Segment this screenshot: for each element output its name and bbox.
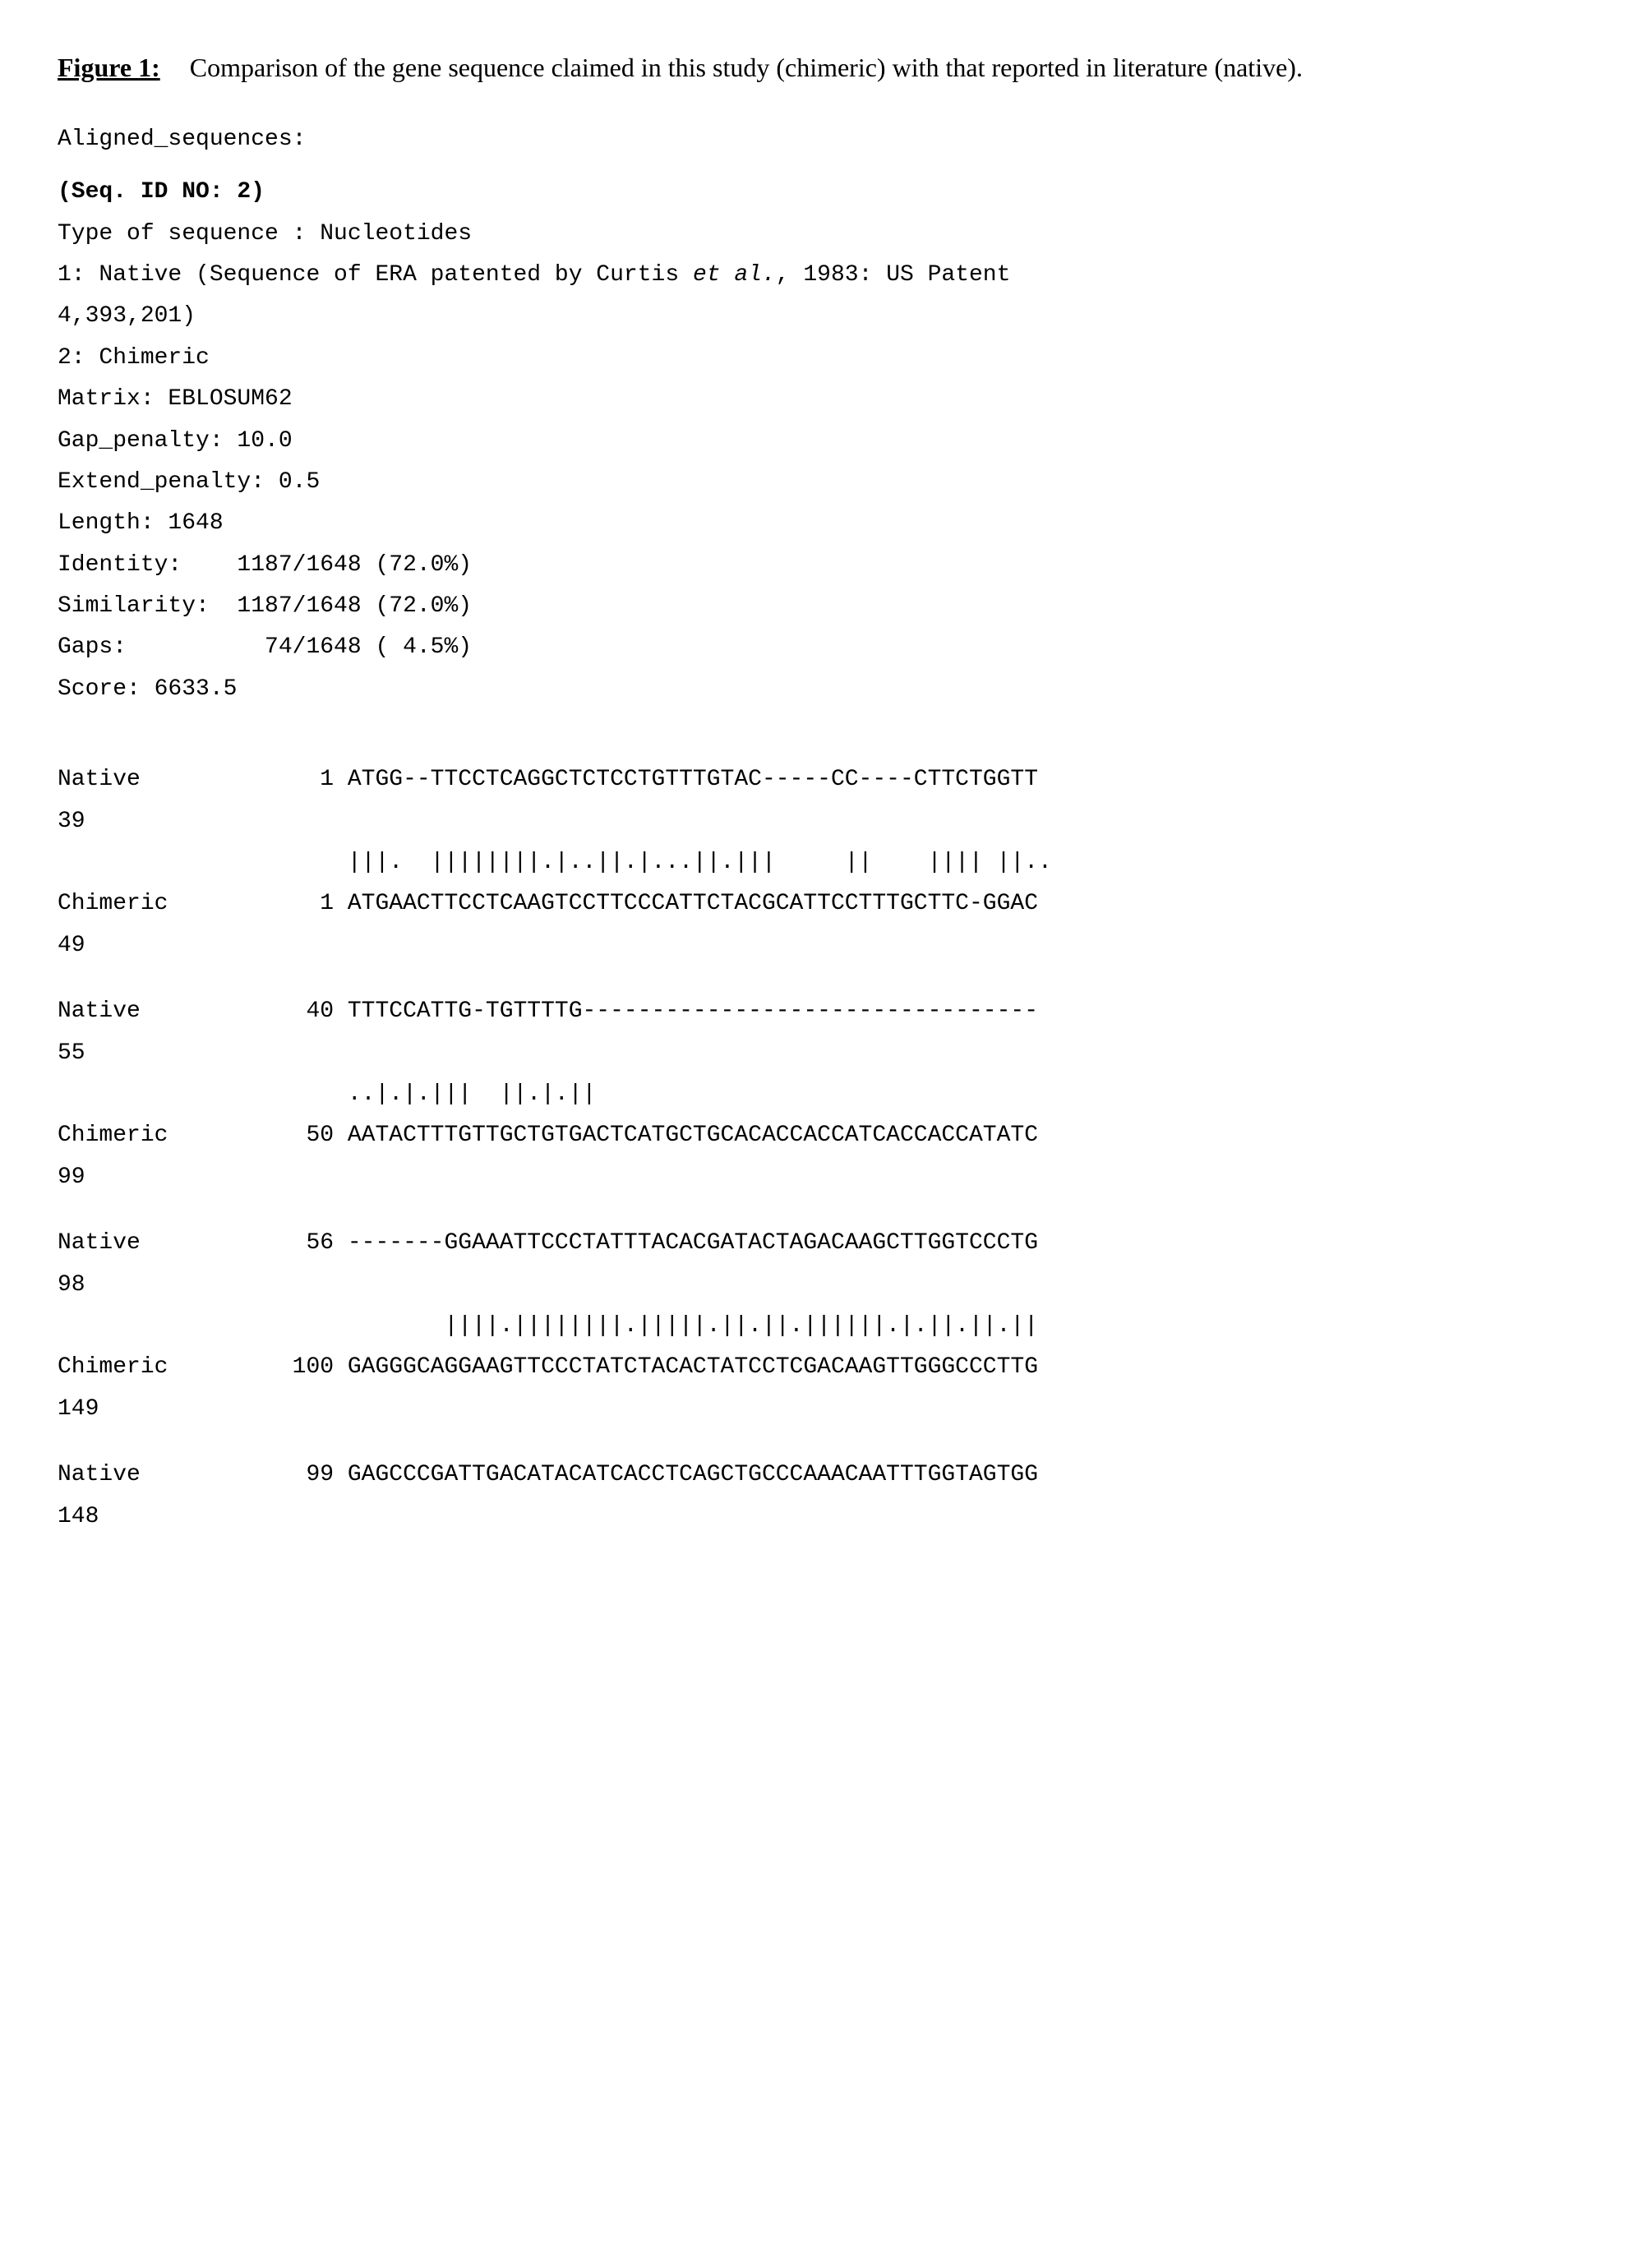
alignment-block: Native 1 ATGG--TTCCTCAGGCTCTCCTGTTTGTAC-… <box>58 735 1594 1538</box>
seq-id: (Seq. ID NO: 2) <box>58 172 1594 213</box>
align-native-row: Native 1 ATGG--TTCCTCAGGCTCTCCTGTTTGTAC-… <box>58 759 1594 800</box>
align-chimeric-row: Chimeric 1 ATGAACTTCCTCAAGTCCTTCCCATTCTA… <box>58 883 1594 925</box>
align-native-end: 98 <box>58 1265 1594 1306</box>
extend-penalty: Extend_penalty: 0.5 <box>58 462 1594 503</box>
align-native-end: 55 <box>58 1033 1594 1074</box>
align-chimeric-end: 49 <box>58 925 1594 966</box>
identity: Identity: 1187/1648 (72.0%) <box>58 545 1594 586</box>
chimeric-label: 2: Chimeric <box>58 338 1594 379</box>
native-source-a: 1: Native (Sequence of ERA patented by C… <box>58 262 693 288</box>
align-native-row: Native 99 GAGCCCGATTGACATACATCACCTCAGCTG… <box>58 1455 1594 1496</box>
align-match-row: ||||.||||||||.|||||.||.||.||||||.|.||.||… <box>58 1306 1594 1347</box>
native-source-etal: et al. <box>693 262 776 288</box>
figure-caption: Comparison of the gene sequence claimed … <box>190 53 1303 82</box>
length: Length: 1648 <box>58 503 1594 544</box>
align-native-end: 148 <box>58 1496 1594 1538</box>
aligned-sequences-label: Aligned_sequences: <box>58 119 1594 160</box>
align-match-row: |||. ||||||||.|..||.|...||.||| || |||| |… <box>58 842 1594 883</box>
gap-penalty: Gap_penalty: 10.0 <box>58 421 1594 462</box>
score: Score: 6633.5 <box>58 669 1594 710</box>
align-chimeric-end: 99 <box>58 1157 1594 1198</box>
align-native-end: 39 <box>58 801 1594 842</box>
native-patent-number: 4,393,201) <box>58 296 1594 337</box>
native-source: 1: Native (Sequence of ERA patented by C… <box>58 255 1594 296</box>
matrix: Matrix: EBLOSUM62 <box>58 379 1594 420</box>
align-chimeric-row: Chimeric 100 GAGGGCAGGAAGTTCCCTATCTACACT… <box>58 1347 1594 1388</box>
align-native-row: Native 56 -------GGAAATTCCCTATTTACACGATA… <box>58 1223 1594 1264</box>
similarity: Similarity: 1187/1648 (72.0%) <box>58 586 1594 627</box>
gaps: Gaps: 74/1648 ( 4.5%) <box>58 627 1594 668</box>
align-chimeric-row: Chimeric 50 AATACTTTGTTGCTGTGACTCATGCTGC… <box>58 1115 1594 1156</box>
align-match-row: ..|.|.||| ||.|.|| <box>58 1074 1594 1115</box>
figure-label: Figure 1: <box>58 53 160 82</box>
align-native-row: Native 40 TTTCCATTG-TGTTTTG-------------… <box>58 991 1594 1032</box>
native-source-c: , 1983: US Patent <box>776 262 1011 288</box>
figure-heading: Figure 1: Comparison of the gene sequenc… <box>58 49 1594 86</box>
align-chimeric-end: 149 <box>58 1389 1594 1430</box>
sequence-type: Type of sequence : Nucleotides <box>58 214 1594 255</box>
